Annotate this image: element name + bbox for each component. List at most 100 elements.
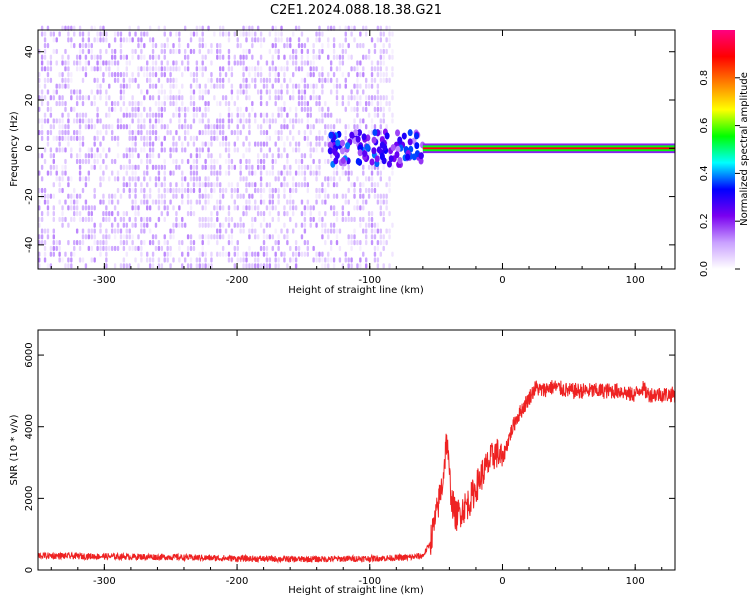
spectrogram-cell (239, 170, 242, 176)
spectrogram-cell (401, 132, 407, 140)
spectrogram-cell (181, 83, 184, 89)
spectrogram-cell (271, 234, 274, 240)
spectrogram-cell (303, 205, 307, 211)
spectrogram-cell (321, 106, 324, 112)
spectrogram-cell (280, 135, 283, 141)
spectrogram-cell (297, 158, 301, 165)
spectrogram-cell (329, 89, 333, 95)
spectrogram-cell (318, 118, 321, 124)
spectrogram-cell (233, 147, 237, 153)
spectrogram-cell (38, 77, 41, 83)
spectrogram-cell (58, 147, 61, 153)
spectrogram-cell (157, 187, 161, 194)
spectrogram-cell (324, 77, 327, 83)
spectrogram-cell (189, 37, 193, 43)
spectrogram-cell (385, 240, 388, 246)
spectrogram-cell (131, 245, 134, 252)
spectrogram-cell (131, 153, 134, 159)
spectrogram-cell (277, 106, 280, 112)
spectrogram-cell (75, 205, 79, 211)
spectrogram-cell (134, 164, 137, 170)
spectrogram-cell (262, 129, 266, 136)
spectrogram-cell (329, 257, 333, 263)
spectrogram-cell (306, 100, 310, 107)
spectrogram-cell (251, 170, 254, 176)
spectrogram-cell (227, 37, 231, 43)
spectrogram-cell (280, 106, 283, 112)
spectrogram-cell (219, 66, 222, 72)
spectrogram-cell (93, 141, 96, 147)
spectrogram-cell (259, 66, 263, 72)
spectrogram-cell (376, 199, 380, 205)
spectrogram-cell (300, 106, 304, 112)
spectrogram-cell (189, 89, 193, 95)
spectrogram-cell (327, 77, 330, 83)
spectrogram-cell (84, 182, 88, 188)
spectrogram-cell (189, 100, 193, 107)
spectrogram-cell (67, 118, 70, 124)
spectrogram-cell (195, 72, 199, 78)
spectrogram-cell (382, 106, 385, 112)
spectrogram-cell (245, 199, 248, 205)
spectrogram-cell (70, 263, 73, 269)
spectrogram-cell (219, 199, 222, 205)
spectrogram-cell (61, 60, 64, 66)
spectrogram-cell (338, 43, 342, 49)
spectrogram-cell (175, 164, 178, 170)
spectrogram-cell (210, 193, 213, 199)
spectrogram-cell (303, 89, 307, 95)
spectrogram-cell (414, 132, 420, 140)
spectrogram-cell (172, 66, 175, 72)
spectrogram-cell (356, 240, 359, 246)
spectrogram-cell (52, 37, 55, 43)
spectrogram-cell (119, 106, 123, 112)
spectrogram-cell (329, 240, 333, 246)
spectrogram-cell (70, 77, 73, 83)
spectrogram-cell (376, 89, 380, 95)
spectrogram-cell (259, 100, 263, 107)
spectrogram-cell (356, 176, 359, 182)
spectrogram-cell (143, 147, 146, 153)
spectrogram-cell (137, 37, 140, 43)
spectrogram-cell (148, 135, 152, 141)
spectrogram-cell (163, 205, 166, 211)
spectrogram-cell (254, 228, 257, 234)
spectrogram-cell (327, 158, 330, 165)
spectrogram-cell (388, 263, 391, 269)
spectrogram-cell (40, 211, 44, 217)
spectrogram-cell (262, 240, 266, 246)
spectrogram-cell (364, 100, 368, 107)
spectrogram-cell (122, 216, 126, 223)
spectrogram-cell (192, 141, 196, 147)
spectrogram-cell (116, 72, 120, 78)
spectrogram-cell (143, 95, 146, 101)
spectrogram-cell (382, 60, 385, 66)
spectrogram-cell (125, 147, 128, 153)
spectrogram-cell (143, 135, 146, 141)
spectrogram-cell (75, 240, 79, 246)
spectrogram-cell (172, 158, 175, 165)
spectrogram-cell (347, 234, 350, 240)
spectrogram-cell (300, 158, 304, 165)
spectrogram-cell (286, 182, 289, 188)
spectrogram-cell (216, 216, 219, 223)
spectrogram-cell (259, 164, 263, 170)
spectrogram-cell (140, 135, 143, 141)
spectrogram-cell (58, 176, 61, 182)
spectrogram-cell (315, 187, 318, 194)
spectrogram-cell (151, 234, 155, 240)
spectrogram-cell (105, 153, 108, 159)
spectrogram-cell (55, 170, 58, 176)
spectrogram-cell (154, 66, 158, 72)
spectrogram-cell (283, 211, 286, 217)
spectrogram-cell (210, 257, 213, 263)
spectrogram-cell (367, 95, 371, 101)
spectrogram-cell (219, 251, 222, 257)
spectrogram-cell (367, 222, 371, 228)
spectrogram-cell (148, 205, 152, 211)
spectrogram-cell (148, 158, 152, 165)
spectrogram-cell (280, 251, 283, 257)
spectrogram-cell (382, 118, 385, 124)
spectrogram-cell (312, 170, 315, 176)
spectrogram-cell (192, 170, 196, 176)
